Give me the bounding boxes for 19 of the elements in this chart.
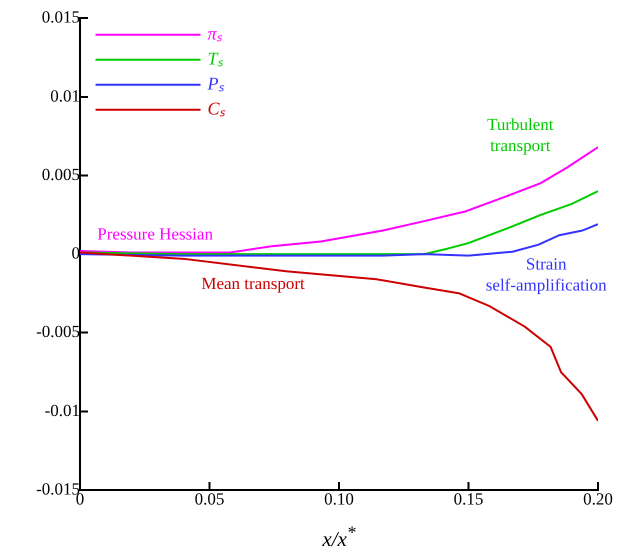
- annotation: Strain self-amplification: [486, 254, 608, 294]
- y-tick-label: 0.015: [42, 8, 80, 27]
- annotation: Pressure Hessian: [97, 224, 214, 244]
- text: Tₛ: [208, 48, 224, 68]
- text: Cₛ: [208, 98, 226, 118]
- y-tick-label: -0.005: [36, 322, 80, 342]
- y-tick-label: -0.01: [44, 400, 80, 420]
- x-tick-label: 0.15: [454, 490, 484, 509]
- y-tick-label: 0.01: [50, 86, 80, 106]
- annotation: Turbulent transport: [487, 115, 554, 156]
- text: Pₛ: [206, 73, 225, 94]
- text: πₛ: [208, 23, 223, 44]
- x-tick-label: 0.10: [324, 490, 354, 509]
- y-tick-label: 0: [72, 244, 80, 263]
- y-tick-label: 0.005: [42, 164, 80, 184]
- x-tick-label: 0.20: [583, 490, 613, 509]
- x-tick-label: 0.05: [194, 490, 224, 509]
- annotation: Mean transport: [201, 274, 305, 294]
- x-axis-title: x/x$^{*}$: [321, 522, 357, 552]
